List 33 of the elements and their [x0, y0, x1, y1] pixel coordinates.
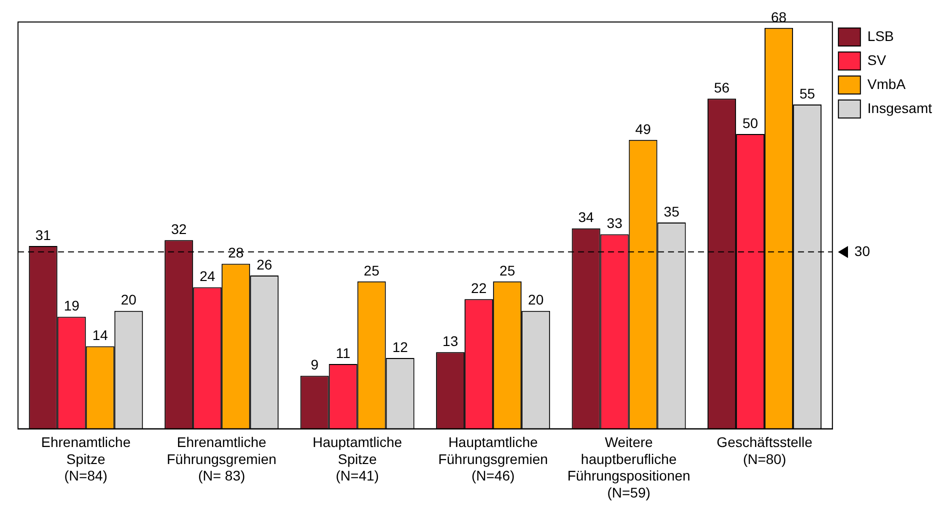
data-label: 14: [92, 327, 108, 344]
data-label: 12: [392, 338, 408, 355]
legend-label: SV: [867, 52, 887, 68]
data-label: 11: [336, 344, 351, 361]
data-label: 55: [800, 85, 816, 102]
x-tick-label: Hauptamtliche Spitze (N=41): [312, 434, 402, 484]
data-label: 20: [528, 292, 544, 308]
data-label: 33: [606, 215, 623, 232]
data-label: 13: [442, 333, 458, 350]
data-label: 25: [500, 262, 516, 278]
ref-line-label: 30: [854, 242, 870, 259]
data-label: 35: [664, 203, 680, 220]
data-label: 34: [578, 209, 594, 226]
data-label: 20: [120, 292, 137, 308]
legend-label: LSB: [867, 28, 894, 44]
x-tick-label: Ehrenamtliche Führungsgremien (N= 83): [166, 434, 276, 484]
data-label: 9: [310, 356, 319, 373]
data-label: 24: [200, 268, 216, 284]
legend-label: Insgesamt: [867, 100, 932, 116]
x-tick-label: Geschäftsstelle (N=80): [716, 434, 813, 467]
x-tick-label: Ehrenamtliche Spitze (N=84): [41, 434, 131, 484]
x-tick-label: Weitere hauptberufliche Führungspositionen (N=59): [567, 434, 690, 500]
x-tick-label: Hauptamtliche Führungsgremien (N=46): [438, 434, 548, 484]
data-label: 32: [171, 221, 187, 237]
data-label: 31: [35, 226, 52, 243]
data-label: 56: [714, 80, 730, 96]
data-label: 19: [64, 298, 80, 314]
data-label: 26: [256, 256, 272, 272]
data-label: 25: [364, 262, 380, 278]
data-label: 50: [742, 114, 758, 131]
data-label: 22: [471, 280, 487, 296]
legend-label: VmbA: [867, 76, 906, 92]
data-label: 49: [635, 120, 652, 137]
